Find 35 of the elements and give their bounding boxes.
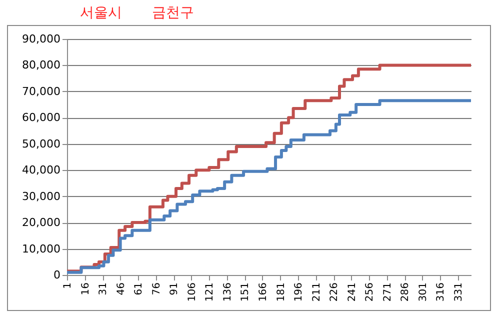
x-tick-label: 106 — [186, 282, 198, 302]
text: 서울시 — [80, 4, 122, 22]
y-tick-label: 30,000 — [22, 190, 60, 203]
y-tick-label: 20,000 — [22, 216, 60, 230]
y-tick-label: 40,000 — [22, 164, 60, 177]
text: 금천구 — [152, 4, 194, 22]
x-tick-label: 211 — [311, 282, 322, 302]
x-tick-label: 31 — [98, 282, 110, 296]
x-tick-label: 181 — [276, 282, 287, 302]
x-tick-label: 271 — [382, 282, 394, 302]
x-tick-label: 61 — [134, 282, 145, 296]
x-tick-label: 196 — [294, 282, 305, 302]
x-tick-label: 331 — [453, 282, 464, 302]
y-tick-label: 50,000 — [22, 137, 60, 150]
x-tick-label: 241 — [346, 282, 358, 302]
x-tick-label: 46 — [116, 282, 127, 296]
x-tick-label: 286 — [400, 282, 412, 302]
y-tick-label: 10,000 — [22, 242, 60, 256]
y-tick-label: 0 — [54, 268, 60, 282]
y-tick-label: 70,000 — [22, 84, 60, 98]
x-tick-label: 316 — [436, 282, 447, 302]
x-tick-label: 301 — [418, 282, 429, 302]
x-tick-label: 256 — [364, 282, 376, 302]
x-tick-label: 166 — [258, 282, 269, 302]
x-tick-label: 76 — [151, 282, 162, 296]
x-tick-label: 226 — [329, 282, 340, 302]
y-tick-label: 80,000 — [22, 58, 60, 72]
x-tick-label: 121 — [204, 282, 216, 302]
x-tick-label: 16 — [80, 282, 92, 296]
x-tick-label: 151 — [240, 282, 252, 302]
y-tick-label: 60,000 — [22, 111, 60, 124]
x-tick-label: 136 — [222, 282, 234, 302]
x-tick-label: 91 — [169, 282, 180, 296]
y-tick-label: 90,000 — [22, 32, 60, 46]
x-tick-label: 1 — [62, 282, 74, 289]
